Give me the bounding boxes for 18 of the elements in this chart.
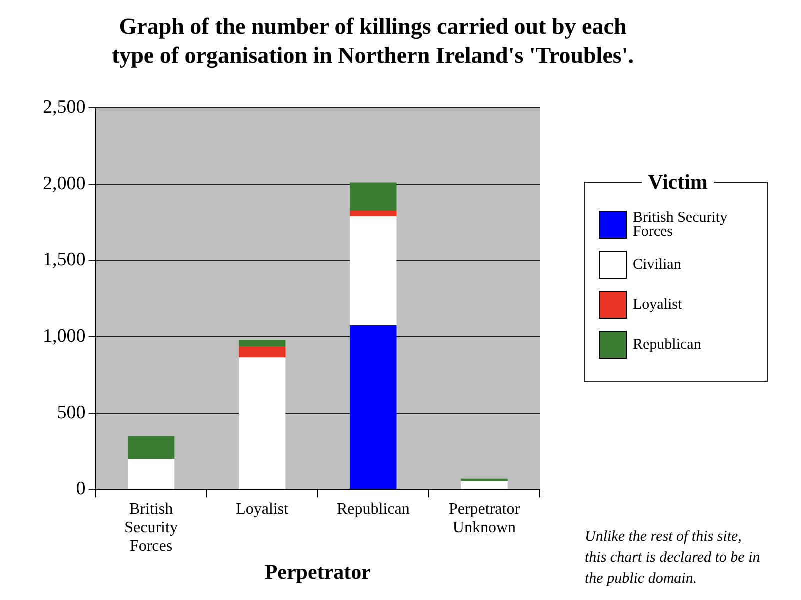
y-tick-label: 500 [57,402,86,424]
legend-label: British Security Forces [633,210,729,240]
chart-title: Graph of the number of killings carried out by each type of organisation in Northern Ireland's 'Troubles'. [110,13,635,70]
text: Unlike the rest of this site, this chart is declared to be in the public domain. [585,528,761,589]
y-tick-label: 0 [76,478,86,500]
y-tick-label: 1,000 [43,326,86,347]
x-tick-label: Perpetrator Unknown [448,501,521,536]
legend-label: Republican [633,337,702,353]
legend-label: Loyalist [633,297,682,313]
x-tick-label: British Security Forces [124,501,178,555]
x-axis-title: Perpetrator [264,560,371,584]
y-tick-label: 1,500 [43,250,86,271]
x-tick-label: Republican [336,501,410,518]
legend-label: Civilian [633,257,682,273]
x-tick-label: Loyalist [236,501,290,518]
legend-title: Victim [648,170,708,194]
y-tick-label: 2,000 [43,173,86,194]
y-tick-label: 2,500 [43,96,86,118]
